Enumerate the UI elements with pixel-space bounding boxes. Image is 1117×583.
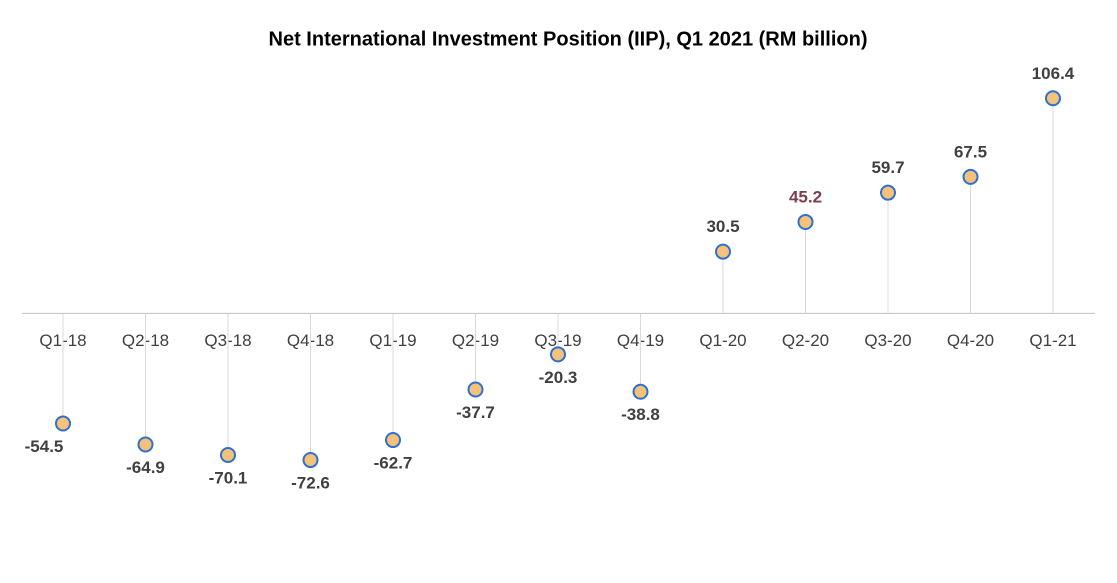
point-marker <box>632 383 649 400</box>
value-label: -70.1 <box>209 468 248 487</box>
point-marker <box>797 213 814 230</box>
point-marker <box>467 381 484 398</box>
x-tick-label: Q2-20 <box>782 331 829 350</box>
value-label: -64.9 <box>126 458 165 477</box>
value-label: -20.3 <box>539 368 578 387</box>
chart-title: Net International Investment Position (I… <box>269 28 868 50</box>
value-label: -37.7 <box>456 403 495 422</box>
value-label: -54.5 <box>25 437 64 456</box>
value-label: 45.2 <box>789 187 822 206</box>
value-label: -38.8 <box>621 405 660 424</box>
x-tick-label: Q1-21 <box>1029 331 1076 350</box>
point-marker <box>880 184 896 201</box>
value-label: 106.4 <box>1032 64 1075 83</box>
value-label: 59.7 <box>871 158 904 177</box>
value-label: 67.5 <box>954 142 987 161</box>
point-marker <box>715 243 731 260</box>
value-label: -62.7 <box>374 454 413 473</box>
point-marker <box>962 168 979 185</box>
x-tick-label: Q4-20 <box>947 331 994 350</box>
x-tick-label: Q3-20 <box>864 331 911 350</box>
point-marker <box>550 346 566 363</box>
value-label: 30.5 <box>706 217 739 236</box>
value-label: -72.6 <box>291 474 330 493</box>
point-marker <box>55 415 71 432</box>
point-marker <box>1045 90 1061 107</box>
point-marker <box>220 446 236 463</box>
point-marker <box>302 452 319 469</box>
point-marker <box>137 436 154 453</box>
x-tick-label: Q1-20 <box>699 331 746 350</box>
point-marker <box>385 432 401 449</box>
